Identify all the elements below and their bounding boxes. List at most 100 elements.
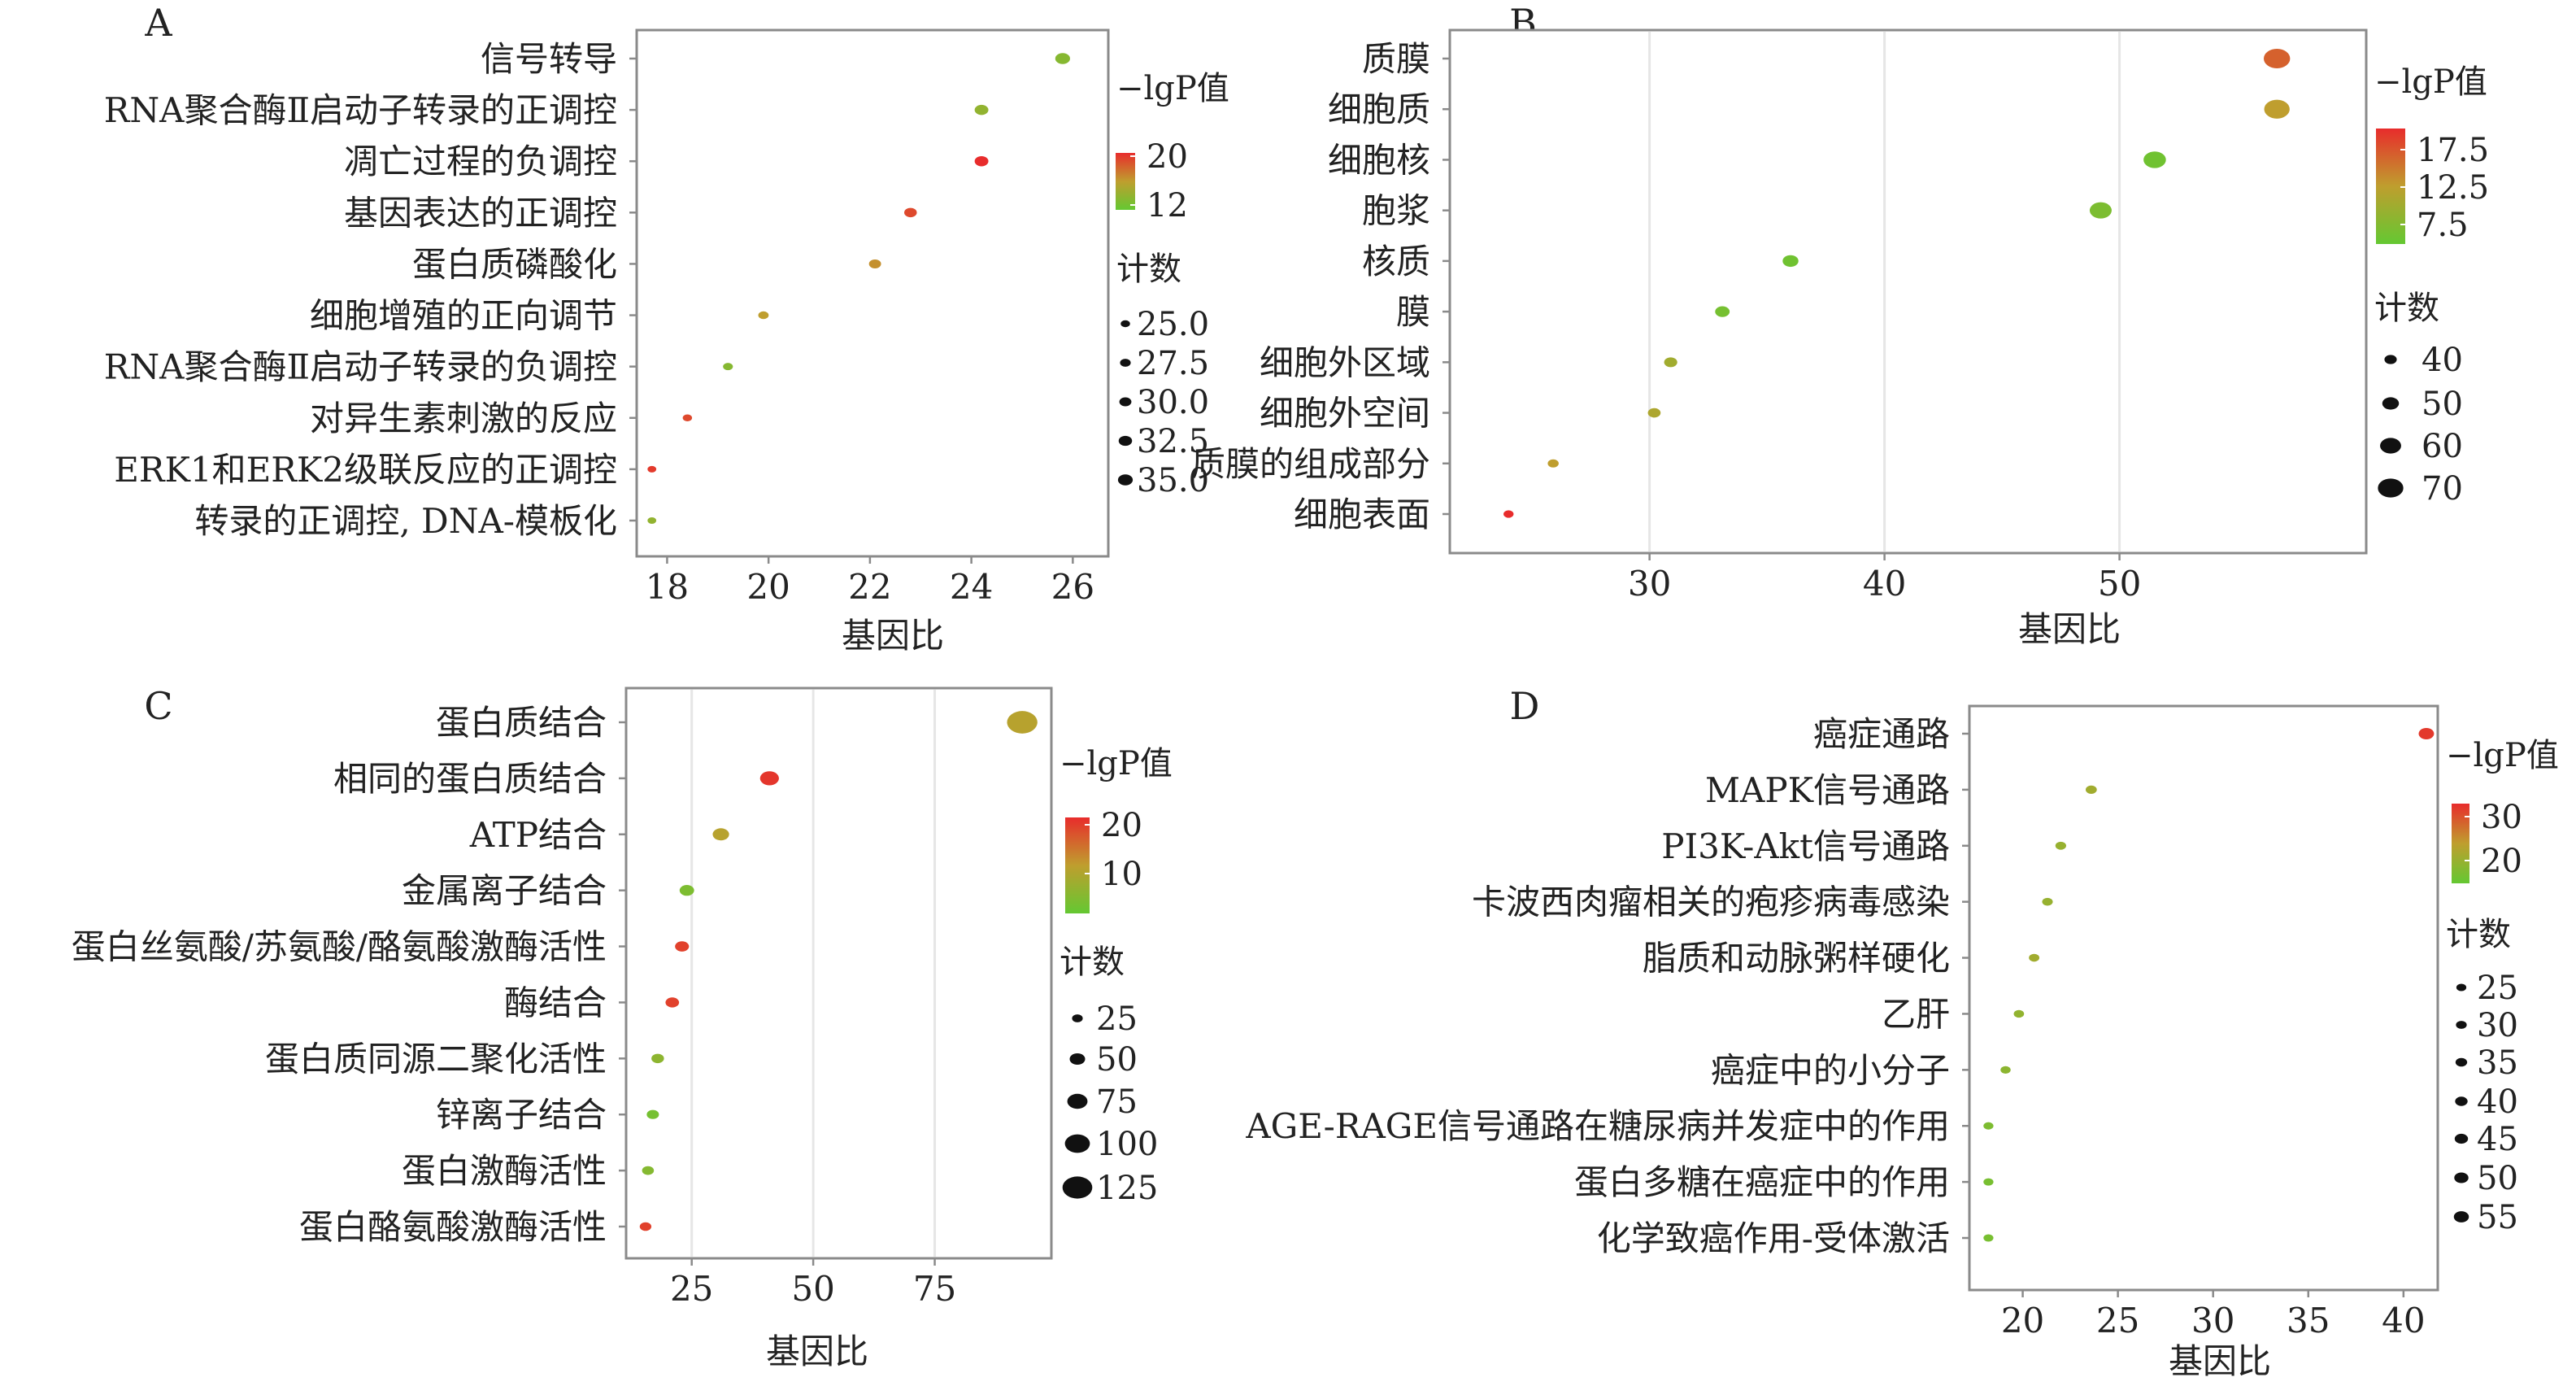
panel-letter: A <box>144 1 172 45</box>
category-label: 胞浆 <box>1362 191 1430 231</box>
data-point <box>679 885 694 896</box>
size-key-label: 25.0 <box>1137 306 1209 343</box>
color-scale-label: 10 <box>1101 856 1142 893</box>
category-label: AGE-RAGE信号通路在糖尿病并发症中的作用 <box>1245 1106 1950 1146</box>
category-label: 细胞外区域 <box>1260 342 1430 382</box>
category-label: 化学致癌作用-受体激活 <box>1597 1218 1950 1258</box>
x-tick-label: 18 <box>646 567 689 607</box>
category-label: 蛋白质同源二聚化活性 <box>265 1039 607 1079</box>
category-label: 相同的蛋白质结合 <box>333 759 607 799</box>
panel-a: A 18 20 22 24 26 基因比 信号转导 RNA聚合酶Ⅱ启动子转录的正调控凋亡过程的负… <box>104 1 1229 656</box>
size-key-dot <box>1119 397 1132 407</box>
x-tick-label: 25 <box>2096 1301 2139 1340</box>
size-key-dot <box>2384 355 2397 364</box>
data-point <box>1983 1234 1994 1242</box>
color-scale-label: 12 <box>1147 187 1188 224</box>
color-scale-label: 20 <box>2481 843 2522 880</box>
category-label: 信号转导 <box>481 39 617 79</box>
color-scale-label: 12.5 <box>2417 169 2489 207</box>
size-key-dot <box>2456 1021 2467 1029</box>
data-point <box>1647 408 1661 418</box>
x-tick-label: 75 <box>913 1269 956 1309</box>
data-point <box>759 771 779 786</box>
panel-letter: C <box>144 684 172 728</box>
size-key-label: 30 <box>2477 1007 2518 1044</box>
data-point <box>974 155 989 167</box>
size-key-label: 125 <box>1096 1170 1158 1207</box>
size-key-label: 55 <box>2477 1199 2518 1236</box>
size-key-dot <box>1067 1093 1088 1109</box>
size-legend-title: 计数 <box>2374 290 2439 327</box>
category-label: 脂质和动脉粥样硬化 <box>1643 939 1950 978</box>
size-key-dot <box>2453 1211 2469 1223</box>
x-tick-label: 35 <box>2287 1301 2330 1340</box>
data-point <box>2418 728 2435 739</box>
x-tick-label: 22 <box>848 567 891 607</box>
color-legend-title: −lgP值 <box>2446 737 2559 774</box>
category-label: 细胞质 <box>1328 89 1430 129</box>
size-key-label: 75 <box>1096 1083 1138 1121</box>
size-key-label: 32.5 <box>1137 423 1209 460</box>
x-tick-label: 50 <box>2098 564 2141 604</box>
size-key-dot <box>2378 478 2404 498</box>
data-point <box>646 1109 659 1119</box>
size-key-label: 35.0 <box>1137 462 1209 499</box>
category-label: PI3K-Akt信号通路 <box>1661 826 1950 866</box>
data-point <box>642 1166 655 1175</box>
category-label: 细胞增殖的正向调节 <box>310 296 617 336</box>
data-point <box>2042 897 2053 906</box>
size-key-label: 100 <box>1096 1126 1158 1163</box>
size-key-dot <box>1120 320 1130 328</box>
x-axis-title: 基因比 <box>2169 1341 2271 1381</box>
color-scale-label: 7.5 <box>2417 207 2469 244</box>
color-scale-bar <box>1116 153 1135 210</box>
size-key-dot <box>1069 1053 1086 1066</box>
category-label: 膜 <box>1396 292 1430 332</box>
category-label: 酶结合 <box>504 983 607 1022</box>
category-label: RNA聚合酶Ⅱ启动子转录的正调控 <box>104 90 617 130</box>
x-tick-label: 30 <box>1628 564 1671 604</box>
data-point <box>2086 785 2097 794</box>
data-point <box>904 207 917 218</box>
category-label: 凋亡过程的负调控 <box>344 142 617 181</box>
data-point <box>2089 202 2112 219</box>
size-key-dot <box>1062 1176 1093 1199</box>
size-key-dot <box>2454 1133 2469 1144</box>
plot-frame <box>624 686 1053 1260</box>
category-label: 蛋白酪氨酸激酶活性 <box>299 1207 607 1247</box>
size-key-label: 50 <box>2422 386 2463 423</box>
data-point <box>647 517 657 524</box>
category-label: 蛋白丝氨酸/苏氨酸/酪氨酸激酶活性 <box>72 927 607 967</box>
size-key-label: 27.5 <box>1137 345 1209 382</box>
color-scale-label: 20 <box>1101 807 1142 844</box>
data-point <box>1503 510 1514 518</box>
size-legend-title: 计数 <box>1116 251 1181 288</box>
data-point <box>2264 99 2290 119</box>
x-tick-label: 25 <box>670 1269 713 1309</box>
category-label: 细胞核 <box>1328 140 1430 180</box>
size-key-dot <box>2456 983 2467 992</box>
data-point <box>868 259 881 268</box>
color-scale-bar <box>2452 804 2469 883</box>
data-point <box>2029 953 2040 962</box>
x-tick-label: 40 <box>1863 564 1906 604</box>
color-legend-title: −lgP值 <box>1116 70 1229 107</box>
panel-b: B30 40 50基因比质膜细胞质细胞核胞浆核质膜细胞外区域细胞外空间质膜的组成部分… <box>1191 1 2489 649</box>
size-key-dot <box>1117 474 1134 486</box>
data-point <box>723 363 733 371</box>
size-key-dot <box>1118 435 1133 447</box>
data-point <box>2000 1066 2011 1074</box>
size-key-label: 45 <box>2477 1121 2518 1158</box>
category-label: RNA聚合酶Ⅱ启动子转录的负调控 <box>104 347 617 387</box>
x-tick-label: 30 <box>2191 1301 2234 1340</box>
category-label: 转录的正调控, DNA-模板化 <box>194 501 617 541</box>
category-label: 蛋白多糖在癌症中的作用 <box>1574 1162 1950 1202</box>
data-point <box>1715 306 1730 317</box>
category-label: 蛋白质磷酸化 <box>412 244 617 284</box>
panel-letter: D <box>1510 684 1540 728</box>
size-key-dot <box>2454 1172 2469 1183</box>
size-key-label: 30.0 <box>1137 384 1209 421</box>
size-key-label: 50 <box>2477 1160 2518 1197</box>
data-point <box>2055 841 2067 850</box>
